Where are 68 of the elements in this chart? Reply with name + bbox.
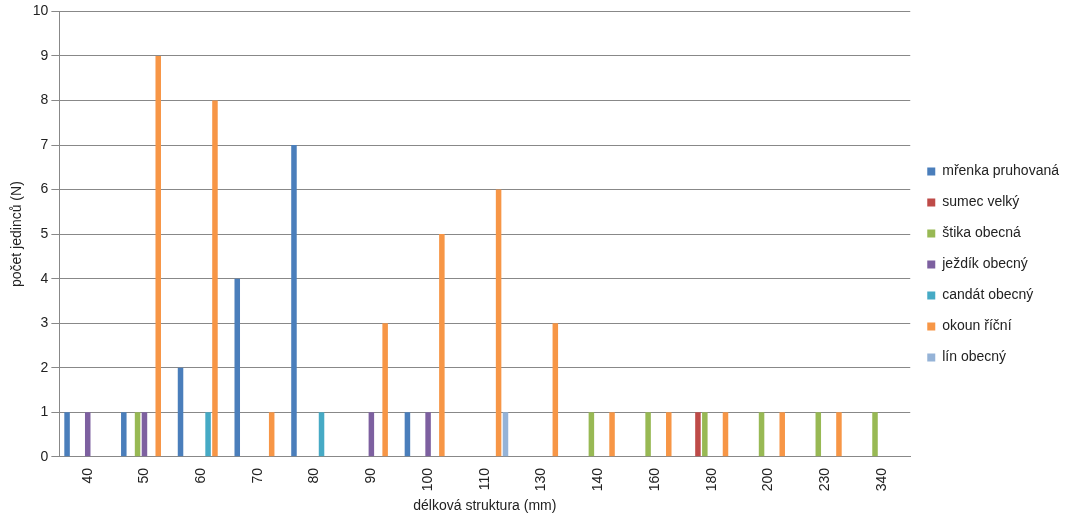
bar [84,412,91,457]
bar [212,100,218,457]
x-tick-label: 160 [645,467,662,492]
y-tick-label: 10 [32,2,49,19]
x-tick-label: 130 [532,467,549,492]
bar [318,412,325,457]
x-tick-label: 70 [248,467,265,484]
legend-label: ježdík obecný [941,255,1028,272]
bar [588,412,595,457]
x-tick-label: 90 [362,467,379,484]
x-tick-label: 340 [872,467,889,492]
y-tick-label: 7 [40,135,49,152]
bar [268,412,275,457]
bar [425,412,431,457]
bar [722,412,729,457]
bar [64,412,70,457]
bar [502,412,509,457]
bar [404,412,411,457]
y-tick-label: 2 [40,358,49,375]
legend-label: okoun říční [942,317,1012,334]
x-tick-label: 110 [475,467,492,491]
y-tick-label: 5 [40,224,49,241]
bar [368,412,375,457]
bar [205,412,211,457]
bar [155,55,161,457]
bar [645,412,651,457]
bar [872,412,878,457]
legend-label: štika obecná [942,224,1022,241]
bar [702,412,708,457]
legend-label: mřenka pruhovaná [942,162,1060,179]
x-tick-label: 180 [702,467,719,492]
y-tick-label: 9 [40,46,49,63]
x-tick-label: 50 [135,467,152,484]
bar [779,412,785,457]
x-tick-label: 40 [78,467,95,484]
y-tick-label: 0 [40,447,49,464]
bar [815,412,822,457]
bar [382,323,388,457]
bar [141,412,148,457]
bar [552,323,559,457]
bar [234,278,240,457]
y-axis-title: počet jedinců (N) [8,181,25,288]
x-tick-label: 60 [192,467,209,484]
bar [134,412,141,457]
y-tick-label: 8 [40,91,49,108]
legend-label: candát obecný [942,286,1034,303]
x-axis-title: délková struktura (mm) [413,497,557,514]
bar [666,412,672,457]
y-tick-label: 6 [40,180,49,197]
legend-label: sumec velký [942,193,1020,210]
bar [836,412,842,457]
y-tick-label: 4 [40,269,49,286]
x-tick-label: 140 [589,467,606,492]
x-tick-label: 200 [759,467,776,492]
bar [495,189,502,457]
bar [609,412,615,457]
bar [177,367,184,457]
x-tick-label: 100 [418,467,435,492]
bar [291,145,297,457]
y-tick-label: 3 [40,314,49,331]
x-tick-label: 80 [305,467,322,484]
bar [439,234,445,457]
legend-label: lín obecný [942,348,1007,365]
x-tick-label: 230 [816,467,833,492]
bar [758,412,765,457]
y-tick-label: 1 [40,403,49,420]
bar [121,412,127,457]
bar [695,412,701,457]
